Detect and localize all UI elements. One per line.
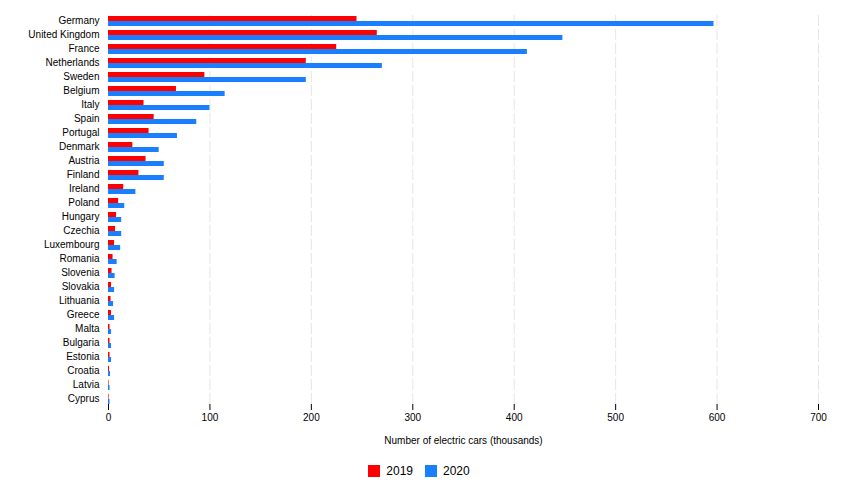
html-text:2020: 2020 xyxy=(443,463,470,478)
svg-text:France: France xyxy=(68,43,100,54)
svg-text:Lithuania: Lithuania xyxy=(59,295,100,306)
svg-text:Number of electric cars (thous: Number of electric cars (thousands) xyxy=(384,435,542,446)
svg-text:Portugal: Portugal xyxy=(62,127,99,138)
svg-text:Cyprus: Cyprus xyxy=(68,393,100,404)
svg-text:500: 500 xyxy=(607,412,624,423)
svg-text:Bulgaria: Bulgaria xyxy=(63,337,100,348)
svg-text:200: 200 xyxy=(303,412,320,423)
svg-text:400: 400 xyxy=(506,412,523,423)
svg-text:Belgium: Belgium xyxy=(63,85,99,96)
svg-text:600: 600 xyxy=(709,412,726,423)
html-text:2019: 2019 xyxy=(386,463,413,478)
svg-text:Slovakia: Slovakia xyxy=(62,281,100,292)
svg-text:Germany: Germany xyxy=(58,15,99,26)
svg-text:United Kingdom: United Kingdom xyxy=(28,29,99,40)
svg-text:Malta: Malta xyxy=(75,323,100,334)
svg-text:Italy: Italy xyxy=(81,99,99,110)
svg-text:Poland: Poland xyxy=(68,197,99,208)
svg-text:Czechia: Czechia xyxy=(63,225,100,236)
svg-text:Greece: Greece xyxy=(67,309,100,320)
svg-text:Ireland: Ireland xyxy=(69,183,100,194)
svg-text:Austria: Austria xyxy=(68,155,100,166)
svg-text:Slovenia: Slovenia xyxy=(61,267,100,278)
svg-text:Croatia: Croatia xyxy=(67,365,100,376)
svg-text:Denmark: Denmark xyxy=(59,141,101,152)
svg-text:100: 100 xyxy=(202,412,219,423)
svg-text:300: 300 xyxy=(404,412,421,423)
svg-text:0: 0 xyxy=(106,412,112,423)
svg-text:Finland: Finland xyxy=(67,169,100,180)
svg-text:700: 700 xyxy=(810,412,827,423)
svg-text:Luxembourg: Luxembourg xyxy=(44,239,100,250)
svg-text:Romania: Romania xyxy=(59,253,99,264)
svg-text:Estonia: Estonia xyxy=(66,351,100,362)
svg-text:Hungary: Hungary xyxy=(62,211,100,222)
svg-text:Latvia: Latvia xyxy=(73,379,100,390)
svg-text:Netherlands: Netherlands xyxy=(46,57,100,68)
svg-text:Sweden: Sweden xyxy=(63,71,99,82)
svg-text:Spain: Spain xyxy=(74,113,100,124)
